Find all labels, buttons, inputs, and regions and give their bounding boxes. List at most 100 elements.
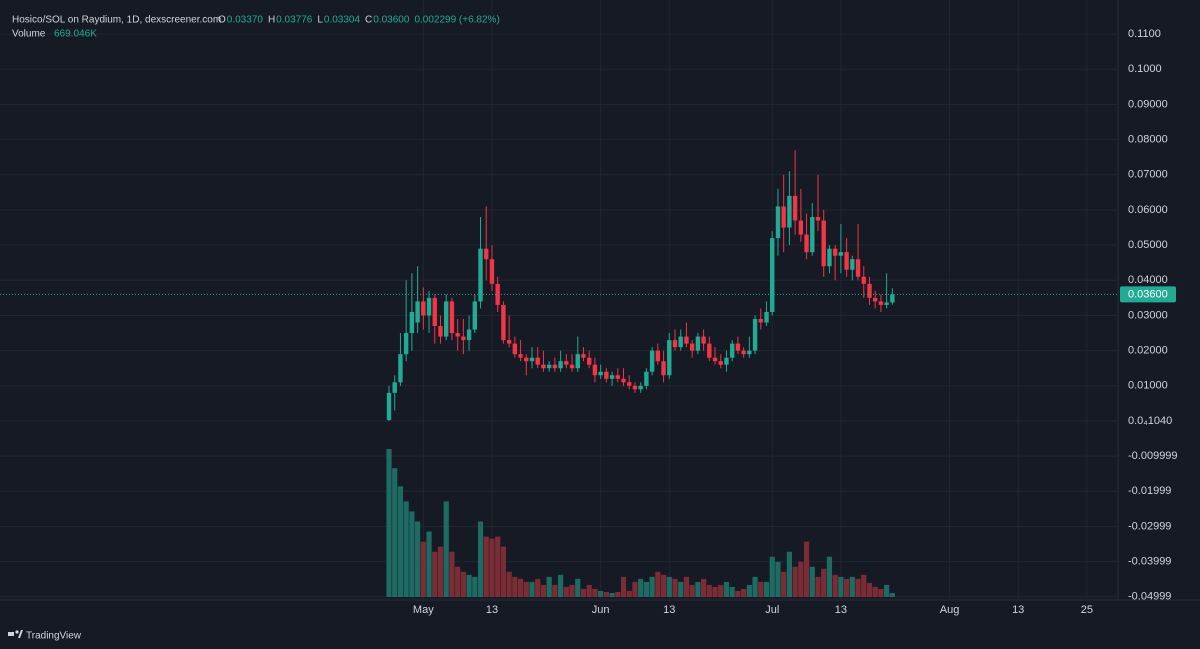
candle-body [741, 350, 746, 355]
y-tick-label: 0.0₄1040 [1128, 415, 1172, 427]
candle-body [775, 206, 781, 239]
y-tick-label: 0.06000 [1128, 204, 1168, 216]
volume-bar [769, 556, 775, 597]
volume-bar [460, 571, 466, 597]
candle-body [638, 385, 643, 390]
candle-body [409, 311, 415, 334]
y-tick-label: 0.1100 [1128, 28, 1161, 40]
y-tick-label: 0.04000 [1128, 274, 1168, 286]
volume-bar [443, 501, 449, 597]
candle-body [518, 354, 523, 358]
candle-body [712, 357, 718, 362]
candle-body [787, 195, 792, 228]
volume-bar [546, 576, 552, 597]
candle-body [684, 336, 689, 344]
candle-body [832, 248, 838, 256]
candle-body [501, 304, 506, 341]
candle-body [667, 340, 672, 376]
candle-body [386, 392, 392, 420]
candle-body [844, 252, 849, 270]
candle-body [615, 375, 620, 379]
y-tick-label: 0.07000 [1128, 169, 1168, 181]
candle-body [689, 343, 695, 351]
volume-bar [855, 578, 861, 597]
ohlc-value: 0.03776 [276, 15, 313, 26]
candle-body [426, 297, 432, 316]
candle-body [707, 343, 712, 358]
candle-body [592, 364, 598, 376]
volume-bar [392, 468, 398, 597]
volume-bar [660, 574, 667, 597]
y-tick-label: 0.08000 [1128, 134, 1168, 146]
candle-body [678, 336, 683, 348]
ohlc-value: 0.03370 [227, 15, 264, 26]
candle-body [781, 206, 786, 228]
ohlc-value: 0.03600 [373, 15, 410, 26]
volume-bar [695, 581, 701, 597]
volume-bar [540, 584, 547, 597]
volume-bar [466, 574, 472, 597]
volume-name: Volume [12, 29, 46, 40]
volume-bar [615, 591, 621, 597]
candle-body [564, 361, 569, 365]
candle-body [644, 371, 649, 386]
volume-bar [638, 578, 644, 597]
volume-bar [495, 536, 501, 597]
candle-body [575, 354, 580, 369]
volume-bar [861, 574, 867, 597]
volume-bar [672, 578, 678, 597]
candle-body [546, 364, 552, 369]
y-tick-label: 0.1000 [1128, 63, 1162, 75]
volume-bar [723, 581, 730, 597]
volume-bar [838, 576, 844, 597]
volume-bar [849, 576, 855, 597]
candle-body [541, 364, 546, 369]
volume-bar [449, 551, 455, 597]
candle-body [415, 301, 420, 323]
volume-bar [592, 588, 598, 597]
volume-bar [655, 571, 661, 597]
x-tick-label: Jul [765, 604, 779, 616]
ohlc-value: 0.03304 [324, 15, 361, 26]
volume-bar [844, 578, 850, 597]
candle-body [855, 259, 861, 277]
candle-body [724, 357, 729, 365]
candle-body [478, 248, 483, 302]
candle-body [838, 252, 844, 256]
volume-bar [529, 581, 535, 597]
candle-body [873, 297, 878, 302]
candle-body [884, 302, 889, 305]
x-tick-label: May [413, 604, 434, 616]
candle-body [461, 336, 466, 341]
volume-bar [792, 566, 798, 597]
chart-title: Hosico/SOL on Raydium, 1D, dexscreener.c… [12, 15, 221, 26]
volume-bar [803, 541, 810, 597]
volume-bar [832, 574, 838, 597]
volume-bar [643, 581, 649, 597]
volume-bar [558, 574, 564, 597]
volume-bar [781, 571, 787, 597]
volume-bar [500, 546, 506, 597]
volume-bar [575, 578, 581, 597]
volume-bar [506, 571, 512, 597]
volume-bar [741, 588, 747, 597]
candle-body [867, 283, 872, 298]
candle-body [621, 378, 626, 383]
candle-body [770, 238, 775, 312]
x-tick-label: 13 [1012, 604, 1024, 616]
volume-bar [666, 576, 672, 597]
y-tick-label: -0.009999 [1128, 450, 1178, 462]
candle-body [627, 382, 632, 386]
volume-bar [689, 584, 695, 597]
volume-bar [758, 581, 764, 597]
volume-bar [678, 581, 684, 597]
candle-body [747, 350, 752, 355]
candle-body [455, 333, 460, 337]
candle-body [730, 343, 735, 358]
brand: TradingView [26, 631, 82, 642]
candle-body [598, 371, 603, 376]
candle-body [661, 361, 666, 376]
candle-body [403, 333, 409, 355]
last-price-label: 0.03600 [1128, 288, 1168, 300]
